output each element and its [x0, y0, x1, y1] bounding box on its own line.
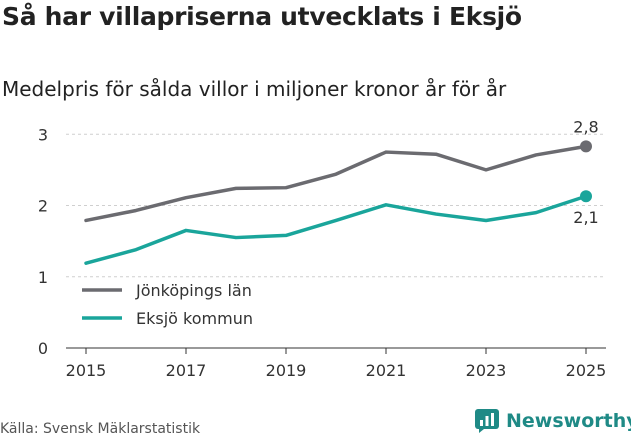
x-tick-label: 2025 [566, 361, 607, 380]
series-end-marker [580, 190, 592, 203]
y-tick-label: 2 [38, 197, 48, 216]
x-tick-label: 2019 [266, 361, 307, 380]
brand-name: Newsworthy [506, 410, 631, 432]
series-lines: 2,8 2,1 [84, 117, 599, 265]
gridlines [66, 133, 606, 349]
x-tick-label: 2021 [366, 361, 407, 380]
series-line [84, 144, 588, 223]
y-tick-label: 0 [38, 339, 48, 358]
y-tick-label: 1 [38, 268, 48, 287]
series-line [84, 194, 588, 265]
x-tick-label: 2015 [66, 361, 107, 380]
source-note: Källa: Svensk Mäklarstatistik [0, 421, 201, 437]
series-end-marker [580, 140, 592, 153]
legend-label: Eksjö kommun [136, 309, 253, 328]
newsworthy-logo-icon [475, 409, 499, 433]
series-end-label: 2,1 [573, 208, 598, 227]
y-tick-label: 3 [38, 125, 48, 144]
line-chart: 0 1 2 3 2015 2017 2019 2021 2023 2025 2,8 2,1 Jönk… [38, 117, 607, 380]
x-tick-label: 2017 [166, 361, 207, 380]
x-tick-label: 2023 [466, 361, 507, 380]
legend-label: Jönköpings län [135, 281, 252, 300]
chart-title: Så har villapriserna utvecklats i Eksjö [2, 2, 522, 31]
axis-ticks: 0 1 2 3 2015 2017 2019 2021 2023 2025 [38, 125, 607, 380]
legend: Jönköpings län Eksjö kommun [82, 281, 253, 328]
series-end-label: 2,8 [573, 117, 598, 136]
brand-logo: Newsworthy [474, 408, 631, 434]
chart-subtitle: Medelpris för sålda villor i miljoner kr… [2, 77, 507, 101]
